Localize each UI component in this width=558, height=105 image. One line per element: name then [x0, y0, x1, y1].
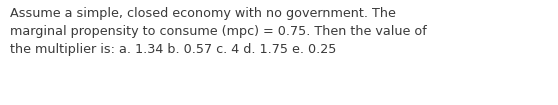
- Text: Assume a simple, closed economy with no government. The
marginal propensity to c: Assume a simple, closed economy with no …: [10, 7, 427, 56]
